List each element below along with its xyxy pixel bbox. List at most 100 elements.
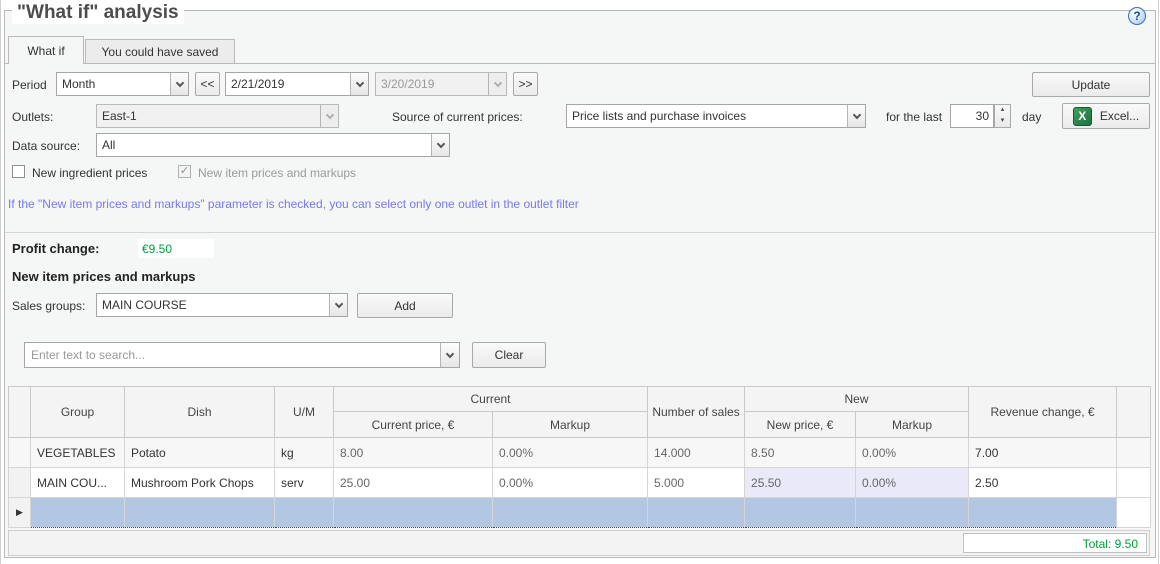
cell-dish[interactable]: Mushroom Pork Chops	[124, 467, 275, 498]
chevron-down-icon[interactable]	[170, 73, 188, 95]
cell-filler	[1116, 437, 1152, 468]
new-ingredient-prices-label: New ingredient prices	[32, 166, 148, 180]
cell-new-price[interactable]: 25.50	[744, 467, 857, 498]
new-item-prices-label: New item prices and markups	[198, 166, 357, 180]
date-from-value: 2/21/2019	[231, 77, 285, 91]
cell-um[interactable]	[274, 497, 334, 528]
cell-filler	[1116, 497, 1152, 528]
column-header-current-markup[interactable]: Markup	[491, 411, 649, 438]
cell-filler	[1116, 467, 1152, 498]
cell-revenue-change[interactable]	[968, 497, 1118, 528]
column-header-dish[interactable]: Dish	[124, 386, 275, 438]
outlets-value: East-1	[102, 109, 137, 123]
data-source-value: All	[102, 138, 116, 152]
table-row[interactable]: VEGETABLES Potato kg 8.00 0.00% 14.000 8…	[8, 437, 1152, 468]
new-item-prices-checkbox: ✓	[178, 165, 191, 178]
cell-um[interactable]: kg	[274, 437, 334, 468]
period-select[interactable]: Month	[56, 72, 189, 96]
days-spinner[interactable]	[950, 104, 994, 128]
chevron-down-icon[interactable]	[329, 294, 347, 316]
row-selector-cell[interactable]	[8, 437, 31, 468]
cell-current-markup[interactable]	[491, 497, 649, 528]
excel-button-label: Excel...	[1099, 109, 1140, 123]
column-header-current-group[interactable]: Current	[332, 386, 649, 412]
chevron-down-icon[interactable]	[847, 105, 865, 127]
total-value: Total: 9.50	[963, 533, 1147, 553]
cell-group[interactable]: MAIN COU...	[30, 467, 125, 498]
cell-revenue-change[interactable]: 2.50	[968, 467, 1118, 498]
chevron-down-icon	[488, 73, 506, 95]
cell-number-of-sales[interactable]: 5.000	[647, 467, 746, 498]
tab-you-could-have-saved[interactable]: You could have saved	[85, 39, 235, 63]
column-header-new-group[interactable]: New	[744, 386, 970, 412]
column-header-revenue-change[interactable]: Revenue change, €	[968, 386, 1118, 438]
section-heading: New item prices and markups	[12, 269, 196, 284]
tab-what-if[interactable]: What if	[8, 36, 84, 64]
sales-groups-select[interactable]: MAIN COURSE	[96, 293, 348, 317]
excel-button[interactable]: X Excel...	[1062, 103, 1150, 129]
page-title: "What if" analysis	[12, 2, 184, 24]
column-header-new-markup[interactable]: Markup	[855, 411, 970, 438]
table-row[interactable]: MAIN COU... Mushroom Pork Chops serv 25.…	[8, 467, 1152, 498]
cell-new-markup[interactable]	[855, 497, 970, 528]
cell-um[interactable]: serv	[274, 467, 334, 498]
cell-group[interactable]	[30, 497, 125, 528]
period-label: Period	[12, 78, 47, 92]
help-icon[interactable]: ?	[1128, 7, 1146, 25]
prev-period-button[interactable]: <<	[195, 72, 220, 96]
clear-button[interactable]: Clear	[472, 342, 546, 368]
source-of-prices-value: Price lists and purchase invoices	[572, 109, 747, 123]
cell-group[interactable]: VEGETABLES	[30, 437, 125, 468]
date-to-value: 3/20/2019	[381, 77, 435, 91]
data-source-label: Data source:	[12, 139, 81, 153]
new-ingredient-prices-checkbox[interactable]	[12, 165, 25, 178]
date-to-select: 3/20/2019	[375, 72, 507, 96]
data-source-select[interactable]: All	[96, 133, 450, 157]
days-spinner-arrows[interactable]: ▴ ▾	[994, 104, 1011, 128]
chevron-down-icon[interactable]	[431, 134, 449, 156]
column-header-filler	[1116, 386, 1152, 438]
excel-icon: X	[1072, 106, 1092, 126]
cell-new-markup[interactable]: 0.00%	[855, 437, 970, 468]
search-combo[interactable]	[24, 342, 460, 368]
sales-groups-value: MAIN COURSE	[102, 298, 187, 312]
column-header-um[interactable]: U/M	[274, 386, 334, 438]
cell-current-markup[interactable]: 0.00%	[491, 437, 649, 468]
cell-new-markup[interactable]: 0.00%	[855, 467, 970, 498]
cell-new-price[interactable]	[744, 497, 857, 528]
column-header-new-price[interactable]: New price, €	[744, 411, 857, 438]
source-of-prices-select[interactable]: Price lists and purchase invoices	[566, 104, 866, 128]
column-header-current-price[interactable]: Current price, €	[333, 411, 493, 438]
row-selector-cell[interactable]	[8, 467, 31, 498]
window-border-right	[1158, 0, 1159, 564]
cell-current-price[interactable]: 25.00	[333, 467, 493, 498]
add-button[interactable]: Add	[357, 293, 453, 318]
spinner-up-icon[interactable]: ▴	[1000, 106, 1005, 113]
search-input[interactable]	[25, 343, 440, 367]
cell-new-price[interactable]: 8.50	[744, 437, 857, 468]
chevron-down-icon[interactable]	[440, 343, 459, 367]
cell-number-of-sales[interactable]: 14.000	[647, 437, 746, 468]
cell-dish[interactable]: Potato	[124, 437, 275, 468]
date-from-select[interactable]: 2/21/2019	[225, 72, 369, 96]
for-the-last-label: for the last	[886, 110, 943, 124]
column-header-number-of-sales[interactable]: Number of sales	[647, 386, 746, 438]
cell-dish[interactable]	[124, 497, 275, 528]
chevron-down-icon	[320, 105, 338, 127]
table-footer: Total: 9.50	[8, 530, 1150, 556]
update-button[interactable]: Update	[1032, 72, 1150, 97]
cell-revenue-change[interactable]: 7.00	[968, 437, 1118, 468]
cell-current-markup[interactable]: 0.00%	[491, 467, 649, 498]
outlet-filter-hint: If the "New item prices and markups" par…	[8, 197, 579, 211]
table-row-new-selected[interactable]: ▶	[8, 497, 1152, 528]
column-header-group[interactable]: Group	[30, 386, 125, 438]
cell-current-price[interactable]: 8.00	[333, 437, 493, 468]
row-selector-arrow-icon[interactable]: ▶	[8, 497, 31, 528]
row-selector-header	[8, 386, 31, 438]
days-input[interactable]	[951, 105, 993, 127]
chevron-down-icon[interactable]	[350, 73, 368, 95]
cell-current-price[interactable]	[333, 497, 493, 528]
next-period-button[interactable]: >>	[513, 72, 538, 96]
cell-number-of-sales[interactable]	[647, 497, 746, 528]
spinner-down-icon[interactable]: ▾	[1000, 117, 1005, 124]
